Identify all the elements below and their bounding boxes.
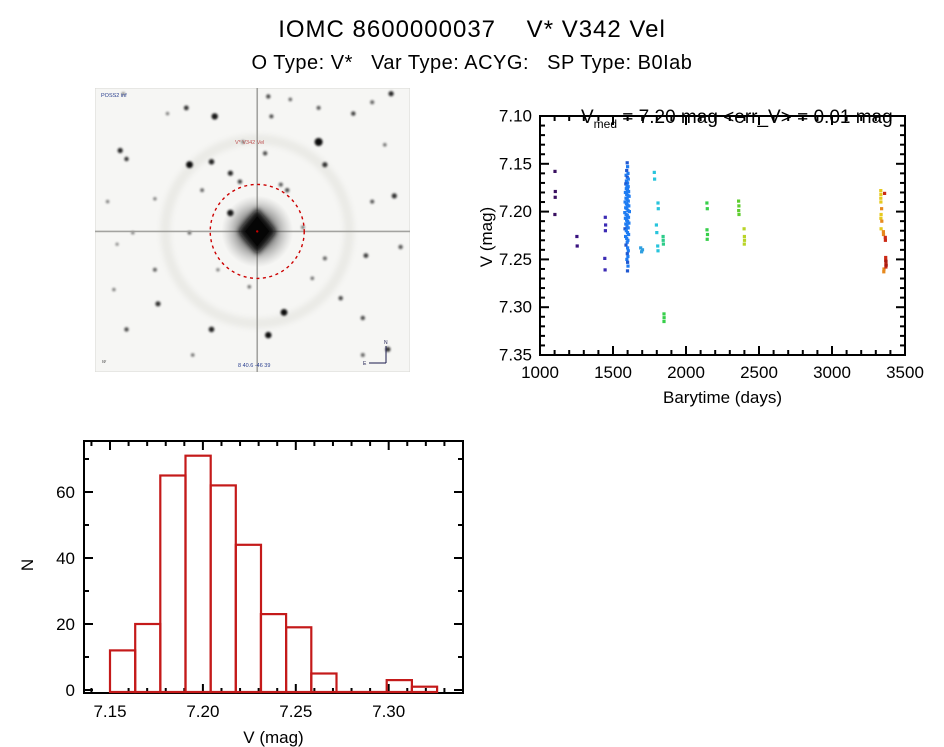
vmed-subscript: med (593, 116, 618, 131)
sky-image: POSS2 inf V* V342 Vel 8 40.6 -46 39 w N … (95, 88, 410, 372)
histogram-xlabel: V (mag) (243, 728, 304, 747)
lightcurve-axes (539, 115, 906, 356)
svg-text:60: 60 (56, 483, 75, 502)
histogram-panel: 7.15 7.20 7.25 7.30 0 20 40 60 N V (mag) (18, 425, 480, 747)
lightcurve-title: Vmed = 7.20 mag <err_V> = 0.01 mag (498, 85, 944, 153)
vmed-symbol: V (580, 107, 594, 128)
star-field (95, 88, 410, 372)
histogram-axes (83, 440, 464, 694)
svg-text:7.35: 7.35 (499, 346, 532, 365)
target-name-caption: V* V342 Vel (235, 140, 264, 146)
histogram-ylabel: N (18, 558, 37, 572)
svg-text:7.20: 7.20 (186, 702, 219, 721)
svg-text:20: 20 (56, 615, 75, 634)
lightcurve-plot: 1000 1500 2000 2500 3000 3500 7.10 7.15 7.20 7.25… (499, 107, 924, 383)
compass-east-label: E (363, 361, 367, 367)
svg-text:7.20: 7.20 (499, 202, 532, 221)
lightcurve-xlabel: Barytime (days) (662, 388, 783, 407)
svg-text:7.25: 7.25 (279, 702, 312, 721)
compass-north-label: N (384, 340, 388, 346)
svg-text:7.10: 7.10 (499, 107, 532, 126)
survey-caption: POSS2 inf (101, 93, 127, 99)
histogram-tick-labels: 7.15 7.20 7.25 7.30 0 20 40 60 (56, 483, 405, 721)
lightcurve-tick-labels: 1000 1500 2000 2500 3000 3500 7.10 7.15 7.20 7.25… (499, 107, 924, 383)
svg-text:7.15: 7.15 (499, 154, 532, 173)
lightcurve-ylabel: V (mag) (477, 206, 496, 268)
svg-text:7.25: 7.25 (499, 250, 532, 269)
svg-text:3500: 3500 (886, 363, 924, 382)
histogram-plot: 7.15 7.20 7.25 7.30 0 20 40 60 (56, 440, 464, 721)
lightcurve-points (553, 161, 888, 324)
svg-text:7.30: 7.30 (372, 702, 405, 721)
page-title: IOMC 8600000037 V* V342 Vel (278, 16, 666, 43)
compass-icon: N E (363, 340, 388, 367)
page-subtitle: O Type: V* Var Type: ACYG: SP Type: B0Ia… (251, 52, 693, 74)
lightcurve-panel: Vmed = 7.20 mag <err_V> = 0.01 mag 1000 1… (460, 85, 944, 410)
coords-caption: 8 40.6 -46 39 (238, 363, 270, 369)
svg-text:40: 40 (56, 549, 75, 568)
svg-text:3000: 3000 (813, 363, 851, 382)
histogram-bars (108, 454, 439, 694)
finding-chart-panel: POSS2 inf V* V342 Vel 8 40.6 -46 39 w N … (95, 88, 410, 372)
svg-text:2500: 2500 (740, 363, 778, 382)
svg-text:7.15: 7.15 (93, 702, 126, 721)
corner-caption: w (102, 359, 107, 365)
svg-text:1000: 1000 (521, 363, 559, 382)
svg-text:0: 0 (66, 681, 75, 700)
svg-text:2000: 2000 (667, 363, 705, 382)
svg-text:7.30: 7.30 (499, 298, 532, 317)
svg-text:1500: 1500 (594, 363, 632, 382)
